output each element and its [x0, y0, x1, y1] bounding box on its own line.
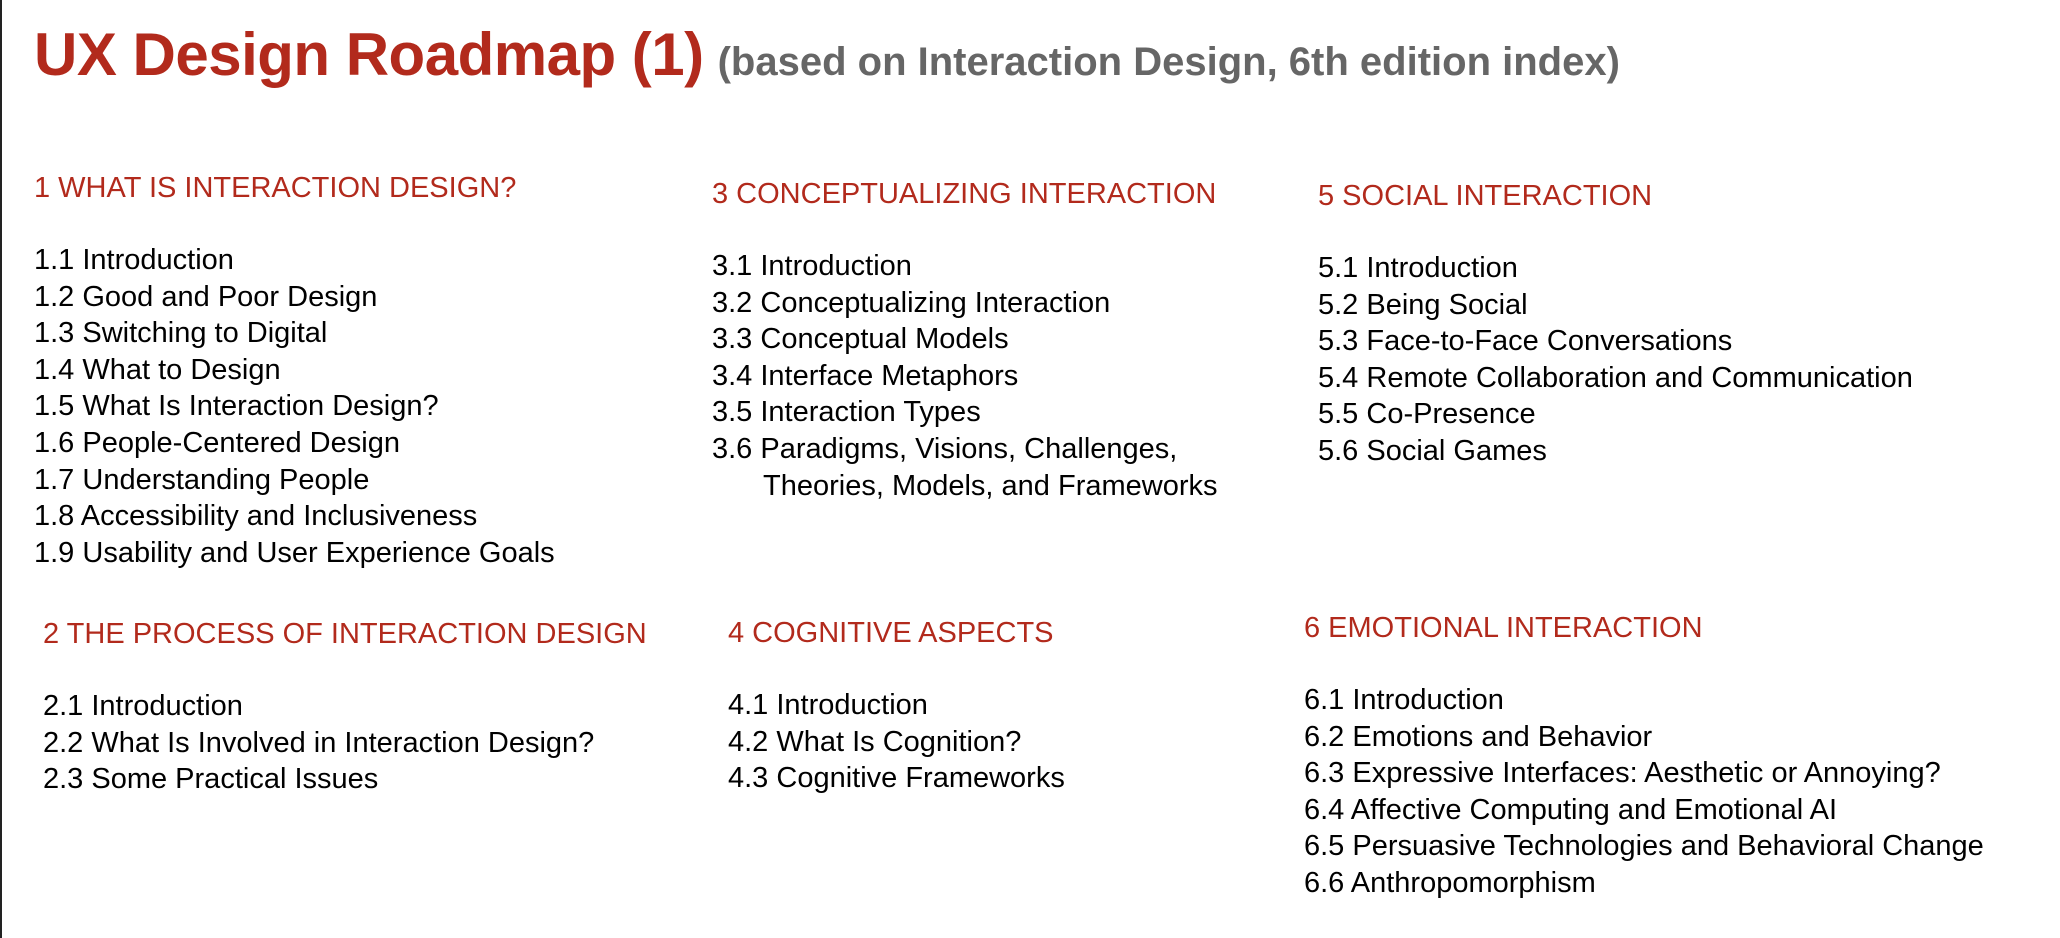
list-item: 5.3 Face-to-Face Conversations [1318, 325, 1733, 358]
section-process-of-interaction-design: 2 THE PROCESS OF INTERACTION DESIGN 2.1 … [43, 616, 647, 798]
list-item: 6.6 Anthropomorphism [1304, 866, 1596, 899]
list-item: 4.3 Cognitive Frameworks [728, 762, 1065, 795]
list-item: 1.2 Good and Poor Design [34, 280, 378, 313]
list-item: 3.2 Conceptualizing Interaction [712, 286, 1111, 319]
list-item: 4.2 What Is Cognition? [728, 725, 1022, 758]
page-title-main: UX Design Roadmap (1) [34, 21, 704, 88]
list-item: 4.1 Introduction [728, 689, 928, 721]
list-item: 5.5 Co-Presence [1318, 398, 1536, 431]
section-heading: 6 EMOTIONAL INTERACTION [1304, 612, 1703, 644]
section-heading: 2 THE PROCESS OF INTERACTION DESIGN [43, 618, 647, 650]
list-item: 1.1 Introduction [34, 244, 234, 276]
list-item: 1.9 Usability and User Experience Goals [34, 536, 555, 569]
list-item: 2.3 Some Practical Issues [43, 763, 379, 796]
list-item: 2.1 Introduction [43, 690, 243, 722]
section-emotional-interaction: 6 EMOTIONAL INTERACTION 6.1 Introduction… [1304, 610, 1984, 902]
list-item: 1.5 What Is Interaction Design? [34, 390, 439, 423]
list-item: 5.1 Introduction [1318, 252, 1518, 284]
list-item: 1.8 Accessibility and Inclusiveness [34, 500, 478, 533]
page-title: UX Design Roadmap (1) (based on Interacti… [34, 20, 1620, 89]
list-item-continuation: Theories, Models, and Frameworks [763, 469, 1218, 502]
list-item: 2.2 What Is Involved in Interaction Desi… [43, 726, 595, 759]
list-item: 6.5 Persuasive Technologies and Behavior… [1304, 830, 1984, 863]
section-heading: 1 WHAT IS INTERACTION DESIGN? [34, 172, 517, 204]
list-item: 1.4 What to Design [34, 353, 281, 386]
list-item: 3.1 Introduction [712, 250, 912, 282]
section-cognitive-aspects: 4 COGNITIVE ASPECTS 4.1 Introduction 4.2… [728, 615, 1065, 797]
list-item: 3.6 Paradigms, Visions, Challenges, [712, 432, 1178, 465]
list-item: 5.6 Social Games [1318, 434, 1547, 467]
section-social-interaction: 5 SOCIAL INTERACTION 5.1 Introduction 5.… [1318, 178, 1913, 470]
list-item: 1.6 People-Centered Design [34, 426, 400, 459]
section-what-is-interaction-design: 1 WHAT IS INTERACTION DESIGN? 1.1 Introd… [34, 170, 555, 571]
list-item: 3.4 Interface Metaphors [712, 359, 1019, 392]
list-item: 5.4 Remote Collaboration and Communicati… [1318, 361, 1913, 394]
list-item: 1.3 Switching to Digital [34, 317, 328, 350]
list-item: 3.3 Conceptual Models [712, 323, 1009, 356]
section-heading: 4 COGNITIVE ASPECTS [728, 617, 1054, 649]
left-border-line [0, 0, 2, 938]
list-item: 5.2 Being Social [1318, 288, 1528, 321]
section-heading: 3 CONCEPTUALIZING INTERACTION [712, 178, 1217, 210]
list-item: 6.1 Introduction [1304, 684, 1504, 716]
section-heading: 5 SOCIAL INTERACTION [1318, 180, 1653, 212]
list-item: 6.3 Expressive Interfaces: Aesthetic or … [1304, 757, 1941, 790]
list-item: 3.5 Interaction Types [712, 396, 981, 429]
list-item: 6.4 Affective Computing and Emotional AI [1304, 793, 1838, 826]
section-conceptualizing-interaction: 3 CONCEPTUALIZING INTERACTION 3.1 Introd… [712, 176, 1218, 504]
page-title-subtitle: (based on Interaction Design, 6th editio… [717, 40, 1620, 84]
list-item: 6.2 Emotions and Behavior [1304, 720, 1653, 753]
list-item: 1.7 Understanding People [34, 463, 370, 496]
